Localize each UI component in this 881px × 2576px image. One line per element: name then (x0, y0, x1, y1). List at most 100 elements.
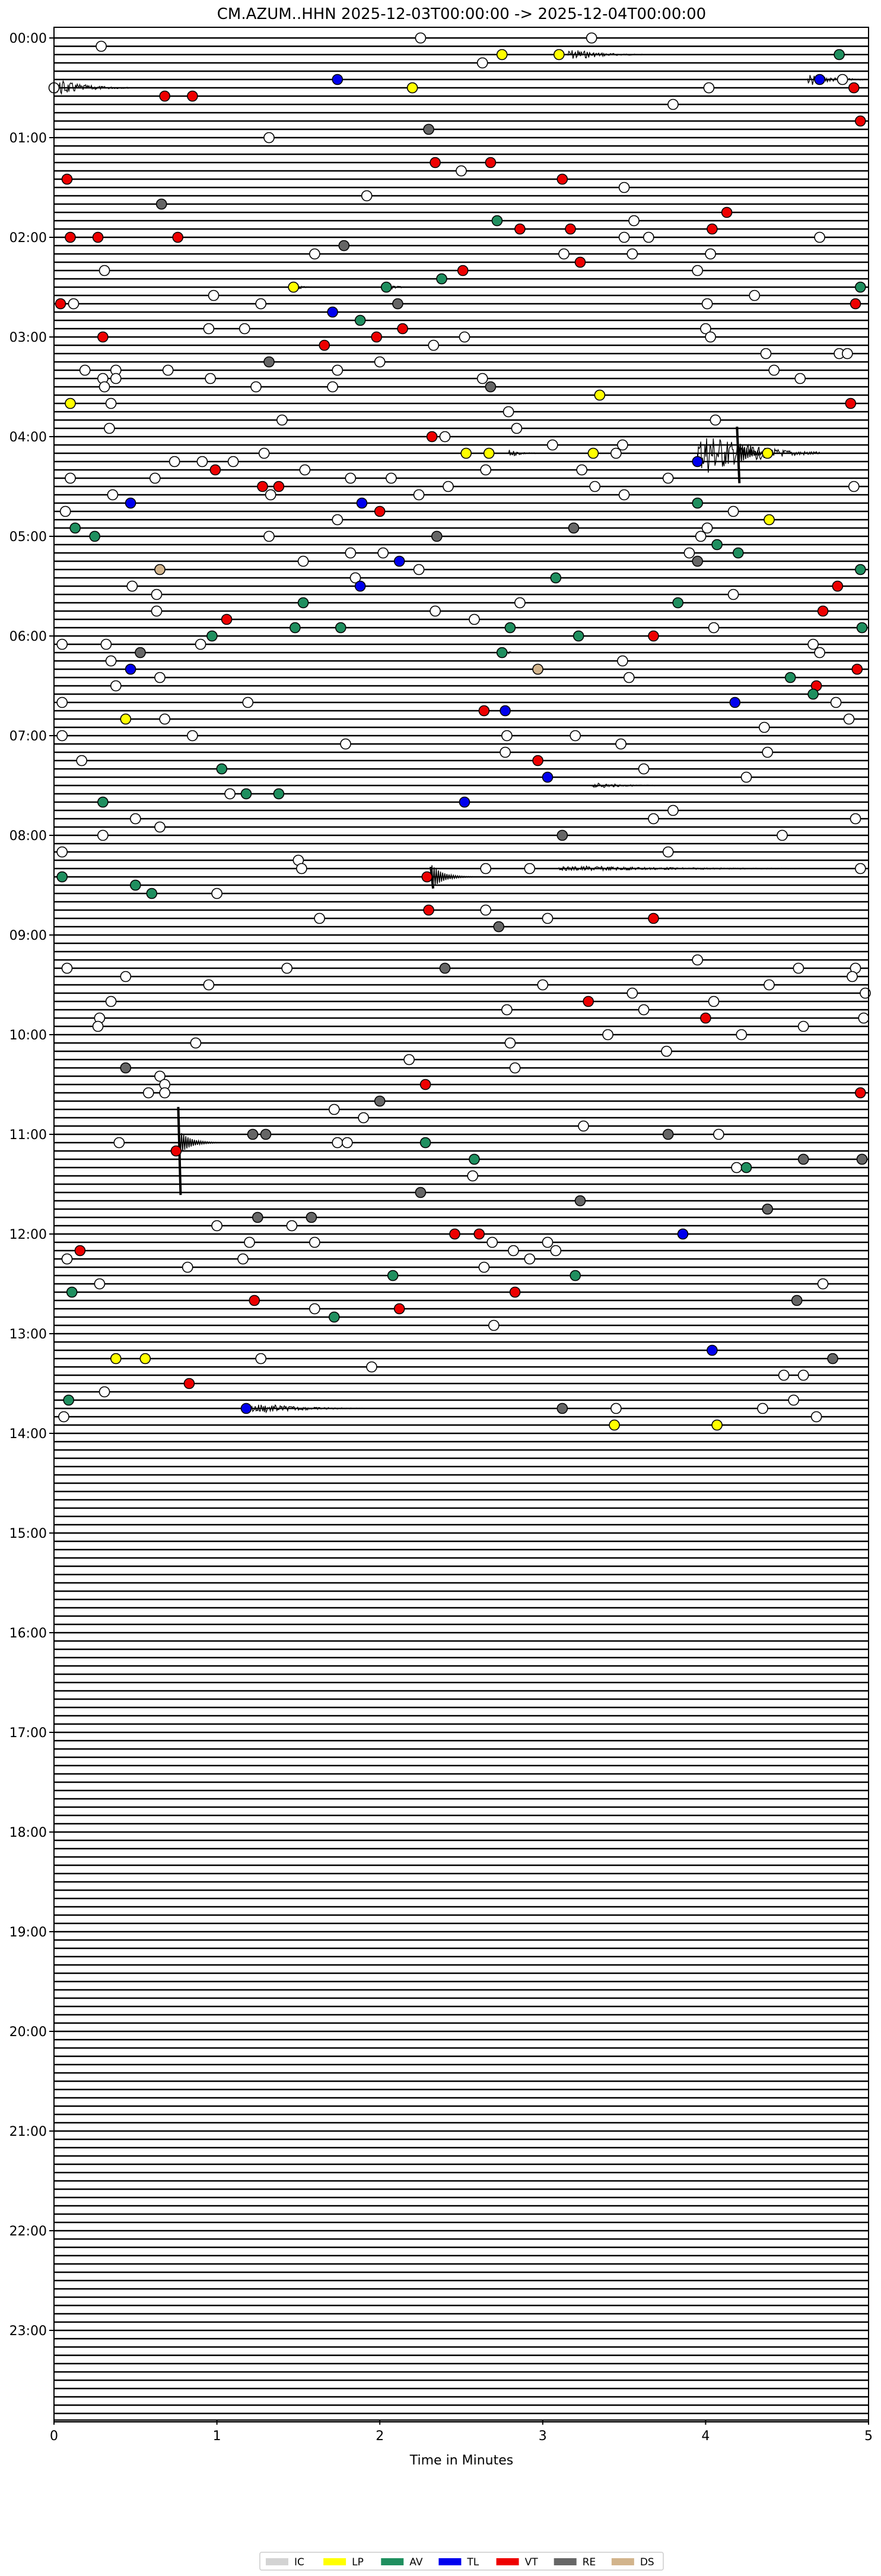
event-marker-av (206, 630, 218, 642)
event-marker-tl (393, 555, 405, 567)
event-marker-u (661, 1045, 672, 1057)
x-tick-label: 2 (376, 2429, 384, 2444)
event-marker-u (759, 721, 770, 733)
event-marker-u (413, 489, 425, 501)
event-marker-u (276, 414, 288, 426)
event-marker-tl (354, 580, 366, 592)
event-marker-vt (393, 1303, 405, 1315)
event-marker-u (467, 1170, 479, 1182)
event-marker-u (182, 1261, 193, 1273)
event-marker-u (524, 1253, 536, 1265)
x-tick-label: 4 (701, 2429, 710, 2444)
legend-swatch-re (554, 2558, 577, 2565)
event-marker-lp (110, 1353, 122, 1365)
event-marker-tl (542, 771, 554, 783)
waveform-burst (53, 79, 132, 96)
event-marker-u (610, 1403, 622, 1414)
event-marker-re (662, 1128, 674, 1140)
event-marker-u (224, 788, 236, 800)
event-marker-vt (457, 265, 469, 276)
event-marker-u (814, 647, 825, 659)
event-marker-u (56, 697, 68, 708)
legend-label-re: RE (583, 2556, 596, 2568)
event-marker-tl (677, 1228, 689, 1240)
event-marker-u (810, 1411, 822, 1423)
event-marker-u (701, 522, 713, 534)
y-axis: 00:00 01:00 02:00 03:00 04:00 05:00 06:00 07:00… (9, 31, 54, 2339)
event-marker-u (797, 1020, 809, 1032)
x-tick-label: 5 (864, 2429, 873, 2444)
spike-coda (179, 1131, 221, 1153)
event-marker-u (710, 414, 721, 426)
event-marker-u (578, 1120, 589, 1132)
event-marker-lp (139, 1353, 151, 1365)
event-marker-u (98, 1386, 110, 1398)
event-marker-u (626, 248, 638, 260)
event-marker-u (56, 846, 68, 858)
event-marker-vt (65, 231, 76, 243)
y-tick-label: 20:00 (9, 2025, 47, 2040)
y-tick-label: 00:00 (9, 31, 47, 46)
event-marker-u (797, 1369, 809, 1381)
y-tick-label: 03:00 (9, 330, 47, 345)
event-markers (48, 32, 871, 1431)
event-marker-u (537, 979, 549, 991)
event-marker-lp (496, 49, 508, 61)
event-marker-vt (319, 339, 330, 351)
event-marker-vt (374, 505, 386, 517)
legend-swatch-tl (438, 2558, 462, 2565)
y-tick-label: 05:00 (9, 530, 47, 545)
event-marker-vt (249, 1295, 260, 1306)
event-marker-vt (257, 481, 268, 492)
event-marker-u (443, 481, 454, 492)
event-marker-av (672, 597, 683, 609)
event-marker-re (392, 298, 403, 310)
x-axis-label: Time in Minutes (409, 2453, 514, 2468)
event-marker-vt (430, 157, 441, 168)
event-marker-vt (509, 1286, 521, 1298)
event-marker-av (240, 788, 252, 800)
event-marker-u (59, 505, 71, 517)
event-marker-u (807, 638, 819, 650)
event-marker-vt (183, 1378, 195, 1389)
event-marker-u (386, 472, 397, 484)
event-marker-vt (832, 580, 844, 592)
event-marker-u (558, 248, 570, 260)
event-marker-u (700, 323, 711, 335)
y-tick-label: 08:00 (9, 829, 47, 844)
event-marker-re (252, 1211, 263, 1223)
y-tick-label: 06:00 (9, 629, 47, 644)
event-marker-u (648, 813, 659, 825)
event-marker-av (436, 273, 447, 285)
event-marker-lp (460, 447, 472, 459)
event-marker-av (550, 572, 562, 584)
event-marker-u (126, 580, 138, 592)
y-tick-label: 17:00 (9, 1726, 47, 1741)
event-marker-tl (240, 1403, 252, 1414)
legend-swatch-ds (611, 2558, 634, 2565)
event-marker-vt (421, 871, 433, 883)
event-marker-u (244, 1236, 255, 1248)
event-marker-re (692, 555, 703, 567)
legend: IC LP AV TL VT RE DS (259, 2552, 664, 2571)
event-marker-av (146, 888, 158, 899)
event-marker-u (713, 1128, 724, 1140)
event-marker-u (546, 439, 558, 451)
event-marker-lp (764, 514, 775, 526)
event-marker-u (762, 746, 773, 758)
event-marker-tl (327, 306, 338, 318)
waveform-burst (591, 783, 673, 788)
event-marker-u (403, 1054, 415, 1066)
event-marker-u (589, 481, 601, 492)
event-marker-u (345, 547, 357, 559)
event-marker-u (736, 1029, 748, 1041)
event-marker-u (205, 373, 216, 384)
event-marker-re (415, 1187, 427, 1198)
event-marker-u (504, 1037, 516, 1049)
event-marker-av (469, 1153, 480, 1165)
y-tick-label: 12:00 (9, 1227, 47, 1242)
event-marker-av (69, 522, 81, 534)
event-marker-u (788, 1394, 799, 1406)
y-tick-label: 18:00 (9, 1826, 47, 1840)
